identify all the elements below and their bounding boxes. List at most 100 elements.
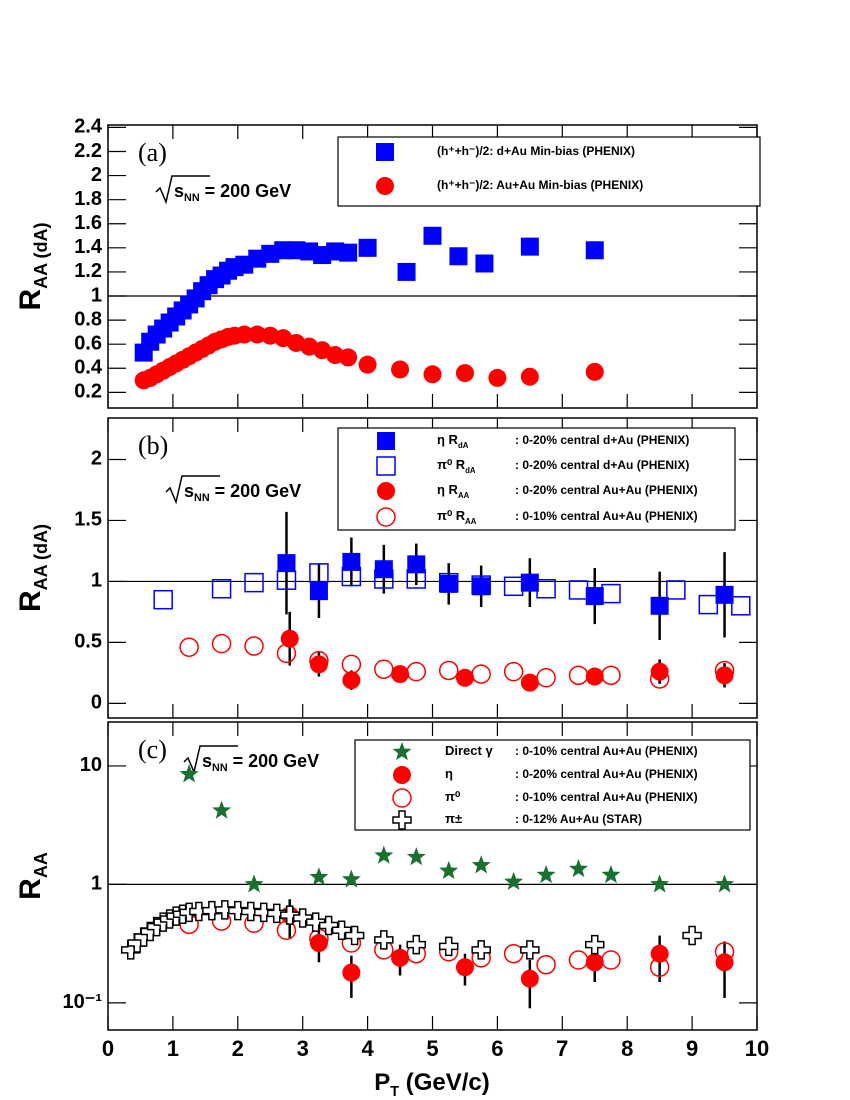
y-axis-title: RAA: [14, 852, 51, 900]
y-tick-label: 1: [91, 873, 102, 895]
energy-label-part: NN: [184, 192, 200, 204]
energy-label-part: = 200 GeV: [200, 181, 292, 201]
x-tick-label: 3: [297, 1036, 309, 1061]
marker: [520, 969, 539, 988]
marker: [279, 905, 300, 925]
y-axis-title: RAA (dA): [14, 524, 51, 612]
legend-label: : 0-10% central Au+Au (PHENIX): [515, 790, 698, 804]
x-tick-label: 6: [491, 1036, 503, 1061]
marker: [471, 940, 491, 960]
legend-box: [354, 739, 751, 831]
marker: [585, 362, 604, 381]
marker: [358, 355, 377, 374]
legend-marker: [376, 507, 396, 527]
y-tick-label: 2: [91, 164, 102, 186]
marker: [309, 867, 329, 886]
marker: [715, 666, 734, 685]
y-tick-label: 0.2: [74, 381, 102, 403]
marker: [309, 563, 329, 583]
legend-symbol-label-part: π⁰: [445, 789, 461, 804]
y-axis-title: RAA (dA): [14, 223, 51, 311]
marker: [339, 243, 358, 262]
marker: [309, 934, 328, 953]
marker: [585, 667, 604, 686]
marker: [341, 566, 362, 587]
marker: [244, 636, 264, 656]
marker: [280, 629, 299, 648]
marker: [276, 643, 297, 664]
marker: [601, 865, 621, 884]
legend-symbol-label: η: [445, 766, 453, 781]
panel-label: (c): [138, 735, 167, 764]
x-tick-label: 0: [102, 1036, 114, 1061]
marker: [650, 596, 669, 615]
marker: [585, 241, 604, 260]
marker: [715, 953, 734, 972]
marker: [309, 582, 328, 601]
energy-label-part: = 200 GeV: [210, 481, 302, 501]
legend-marker: [392, 742, 412, 761]
marker: [536, 578, 556, 599]
marker: [714, 660, 735, 681]
legend-marker: [376, 456, 396, 476]
marker: [472, 577, 491, 596]
marker: [731, 596, 751, 616]
marker: [536, 954, 556, 975]
x-axis-title: PT (GeV/c): [374, 1069, 490, 1099]
legend-label: : 0-20% central d+Au (PHENIX): [515, 458, 689, 472]
x-axis-title-part: (GeV/c): [399, 1069, 490, 1096]
marker: [568, 665, 589, 686]
x-tick-label: 1: [167, 1036, 179, 1061]
y-tick-label: 2.2: [74, 140, 102, 162]
marker: [666, 580, 686, 600]
marker: [374, 560, 393, 579]
marker: [215, 900, 235, 920]
marker: [439, 574, 458, 593]
marker: [536, 668, 556, 688]
legend-symbol-label: π⁰ RAA: [437, 508, 477, 525]
legend-symbol-label-part: AA: [458, 491, 470, 500]
y-axis-title-part: AA: [31, 852, 51, 878]
marker: [179, 637, 199, 658]
y-axis-title-part: R: [14, 590, 47, 612]
marker: [292, 908, 313, 928]
energy-label-part: NN: [212, 762, 228, 774]
panel-label: (b): [138, 431, 168, 460]
marker: [254, 902, 274, 923]
marker: [455, 364, 474, 383]
marker: [391, 948, 410, 967]
legend-label: : 0-10% central Au+Au (PHENIX): [515, 744, 698, 758]
legend-symbol-label-part: dA: [465, 466, 476, 475]
marker: [341, 654, 362, 675]
y-tick-label: 1.5: [74, 509, 102, 531]
marker: [358, 238, 377, 257]
panel-label: (a): [138, 138, 167, 167]
marker: [601, 950, 621, 970]
legend-marker: [376, 177, 394, 195]
y-axis-title-part: R: [14, 878, 47, 900]
y-tick-label: 0.8: [74, 308, 102, 330]
marker: [244, 874, 264, 893]
marker: [305, 912, 326, 932]
marker: [682, 925, 702, 946]
legend-marker: [376, 143, 394, 161]
y-tick-label: 0.4: [74, 357, 103, 379]
marker: [374, 930, 394, 950]
energy-label-part: = 200 GeV: [228, 751, 320, 771]
marker: [649, 669, 670, 689]
marker: [449, 247, 468, 266]
marker: [714, 942, 735, 962]
x-tick-label: 9: [686, 1036, 698, 1061]
marker: [423, 365, 442, 384]
y-tick-label: 1.8: [74, 188, 102, 210]
legend-label: : 0-20% central Au+Au (PHENIX): [515, 767, 698, 781]
energy-label: sNN = 200 GeV: [174, 181, 291, 204]
marker: [520, 673, 539, 692]
marker: [520, 367, 539, 386]
energy-label-part: s: [174, 181, 184, 201]
legend-marker: [392, 788, 412, 808]
marker: [309, 650, 329, 671]
marker: [309, 655, 328, 674]
marker: [698, 594, 719, 615]
